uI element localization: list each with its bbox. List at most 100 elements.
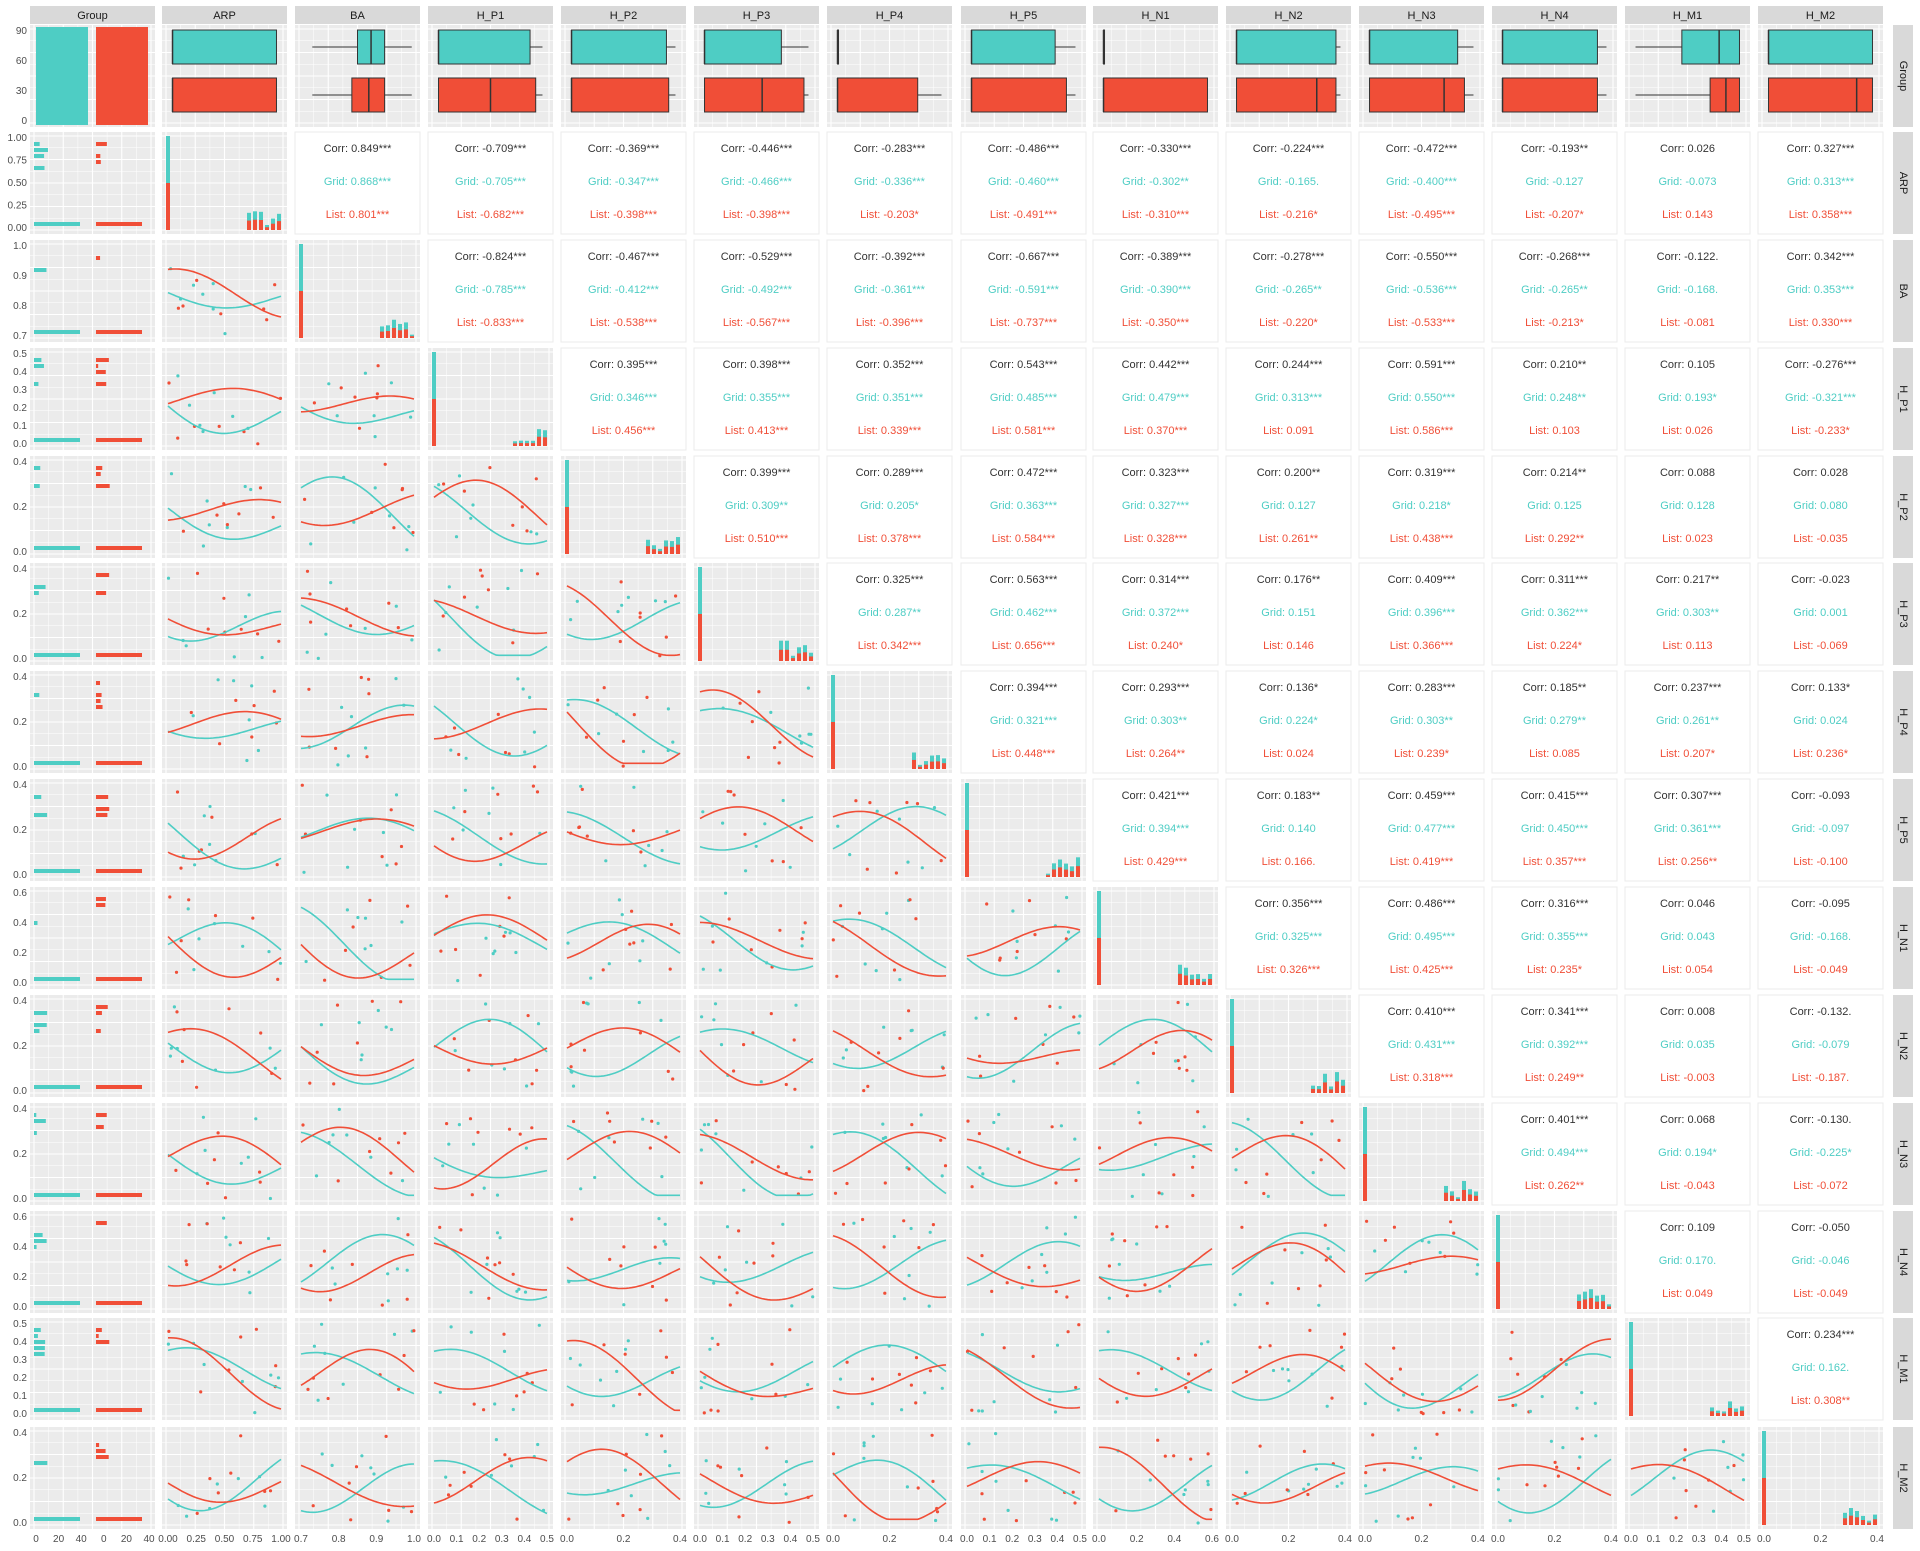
scatter-point bbox=[626, 595, 631, 600]
smooth-line bbox=[433, 1137, 548, 1190]
corr-grid: Grid: 0.162. bbox=[1792, 1362, 1849, 1374]
scatter-point bbox=[874, 969, 878, 973]
corr-list: List: 0.456*** bbox=[592, 425, 656, 437]
scatter-point bbox=[638, 1508, 642, 1512]
scatter-point bbox=[835, 974, 839, 978]
scatter-point bbox=[861, 1217, 865, 1222]
scatter-point bbox=[463, 788, 467, 792]
corr-list: List: -0.567*** bbox=[723, 317, 791, 329]
scatter-point bbox=[647, 843, 651, 848]
panel-H_N2-H_P5 bbox=[961, 995, 1086, 1097]
scatter-point bbox=[1732, 1463, 1736, 1468]
scatter-point bbox=[1011, 909, 1015, 913]
scatter-point bbox=[1403, 1270, 1408, 1274]
scatter-point bbox=[778, 740, 782, 744]
scatter-point bbox=[195, 571, 200, 576]
scatter-point bbox=[1306, 1492, 1310, 1497]
scatter-point bbox=[914, 917, 918, 921]
scatter-point bbox=[648, 1146, 652, 1150]
panel-H_P4-H_N3: Corr: 0.283***Grid: 0.303**List: 0.239* bbox=[1358, 670, 1485, 774]
panel-H_P4-H_P3 bbox=[694, 671, 819, 773]
hist-bar bbox=[386, 331, 390, 338]
smooth-line bbox=[167, 618, 282, 636]
scatter-point bbox=[1074, 1178, 1078, 1183]
scatter-point bbox=[537, 1323, 541, 1327]
corr-grid: Grid: 0.313*** bbox=[1255, 392, 1323, 404]
scatter-point bbox=[1048, 1398, 1052, 1402]
panel-ARP-H_P5: Corr: -0.486***Grid: -0.460***List: -0.4… bbox=[960, 131, 1087, 235]
scatter-point bbox=[914, 1356, 919, 1360]
scatter-point bbox=[881, 1136, 886, 1141]
scatter-point bbox=[659, 1018, 663, 1023]
hist-bar bbox=[247, 220, 251, 230]
smooth-line bbox=[433, 1369, 548, 1390]
corr-list: List: -0.220* bbox=[1259, 317, 1318, 329]
smooth-line bbox=[699, 1460, 814, 1509]
scatter-point bbox=[1097, 1146, 1102, 1150]
corr-list: List: 0.366*** bbox=[1390, 640, 1454, 652]
panel-H_N2-BA bbox=[295, 995, 420, 1097]
corr-grid: Grid: 0.372*** bbox=[1122, 607, 1190, 619]
corr-panel-bg bbox=[1491, 347, 1618, 451]
corr-overall: Corr: 0.314*** bbox=[1122, 574, 1191, 586]
scatter-point bbox=[1311, 1171, 1315, 1175]
panel-H_M1-H_N1 bbox=[1093, 1318, 1218, 1420]
scatter-point bbox=[664, 1355, 669, 1359]
corr-panel-bg bbox=[1757, 994, 1884, 1098]
x-tick-label: 40 bbox=[76, 1534, 88, 1545]
scatter-point bbox=[749, 948, 753, 952]
scatter-point bbox=[1496, 1477, 1500, 1481]
scatter-point bbox=[378, 1137, 382, 1141]
hist-bar bbox=[1456, 1198, 1460, 1201]
panel-H_N1-Group bbox=[30, 887, 155, 989]
scatter-point bbox=[870, 1402, 874, 1406]
corr-panel-bg bbox=[1225, 886, 1352, 990]
scatter-point bbox=[409, 1510, 414, 1514]
scatter-point bbox=[394, 677, 398, 681]
scatter-point bbox=[359, 675, 363, 680]
box bbox=[438, 29, 531, 65]
panel-H_N3-H_M2: Corr: -0.130.Grid: -0.225*List: -0.072 bbox=[1757, 1102, 1884, 1206]
corr-list: List: 0.024 bbox=[1263, 748, 1314, 760]
panel-H_M1-BA bbox=[295, 1318, 420, 1420]
panel-H_N2-H_P4 bbox=[827, 995, 952, 1097]
scatter-point bbox=[1435, 1432, 1439, 1436]
scatter-point bbox=[798, 734, 802, 738]
scatter-point bbox=[340, 705, 344, 710]
panel-H_N1-H_N1 bbox=[1093, 887, 1218, 989]
smooth-line bbox=[966, 1256, 1081, 1288]
y-tick-label: 0.2 bbox=[13, 1473, 27, 1484]
scatter-point bbox=[699, 1181, 704, 1185]
corr-grid: Grid: 0.485*** bbox=[990, 392, 1058, 404]
smooth-line bbox=[433, 810, 548, 865]
corr-panel-bg bbox=[960, 239, 1087, 343]
panel-H_M2-H_N4 bbox=[1492, 1427, 1617, 1529]
corr-list: List: 0.292** bbox=[1525, 533, 1585, 545]
smooth-line bbox=[300, 1464, 415, 1508]
scatter-point bbox=[1576, 1466, 1581, 1470]
smooth-line bbox=[433, 1242, 548, 1291]
scatter-point bbox=[205, 1222, 209, 1226]
scatter-point bbox=[727, 917, 731, 921]
corr-grid: Grid: 0.327*** bbox=[1122, 500, 1190, 512]
scatter-point bbox=[272, 689, 276, 693]
x-tick-label: 20 bbox=[121, 1534, 133, 1545]
panel-H_N1-H_N4: Corr: 0.316***Grid: 0.355***List: 0.235* bbox=[1491, 886, 1618, 990]
scatter-point bbox=[448, 1483, 452, 1487]
x-tick-label: 0.4 bbox=[1604, 1534, 1618, 1545]
scatter-point bbox=[273, 1066, 277, 1070]
scatter-point bbox=[1151, 1051, 1156, 1055]
scatter-point bbox=[359, 1058, 363, 1062]
scatter-point bbox=[345, 908, 349, 912]
hist-bar bbox=[1230, 1046, 1234, 1093]
scatter-point bbox=[1160, 1192, 1164, 1196]
scatter-point bbox=[725, 1225, 730, 1229]
smooth-line bbox=[168, 1337, 282, 1410]
scatter-point bbox=[1244, 1370, 1248, 1374]
scatter-point bbox=[268, 1196, 272, 1201]
scatter-point bbox=[205, 499, 209, 503]
corr-grid: Grid: 0.035 bbox=[1660, 1039, 1714, 1051]
hist-bar bbox=[34, 1131, 37, 1135]
scatter-point bbox=[923, 1391, 927, 1395]
panel-H_N2-H_N2 bbox=[1226, 995, 1351, 1097]
